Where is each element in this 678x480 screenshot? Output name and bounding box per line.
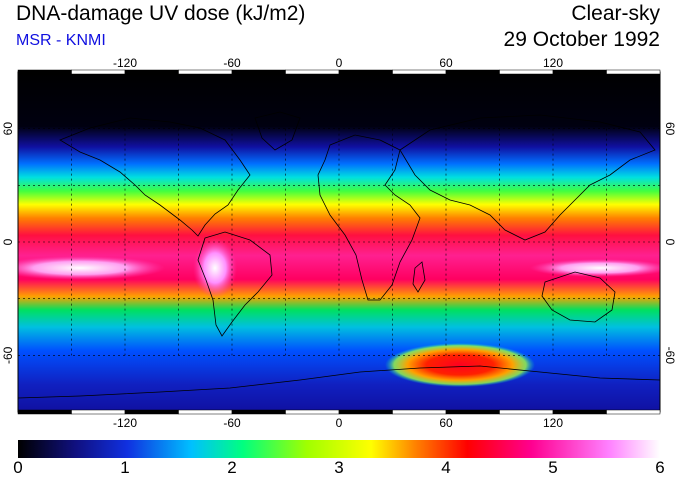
south-america-coast xyxy=(197,231,273,337)
antarctica-coast xyxy=(18,365,660,399)
lon-tick-label: 120 xyxy=(543,56,563,70)
lon-labels-bottom: -120 -60 0 60 120 xyxy=(113,416,563,430)
sky-condition: Clear-sky xyxy=(571,2,660,25)
colorbar-label: 4 xyxy=(441,458,451,477)
greenland-coast xyxy=(254,111,301,151)
frame-tick xyxy=(445,69,500,75)
north-america-coast xyxy=(59,117,251,237)
colorbar-label: 5 xyxy=(548,458,558,477)
lat-labels-left: 60 0 -60 xyxy=(1,122,15,364)
asia-coast xyxy=(399,114,656,241)
lon-labels-top: -120 -60 0 60 120 xyxy=(113,56,563,70)
frame-tick xyxy=(178,69,233,75)
frame-tick xyxy=(71,69,126,75)
frame-tick xyxy=(338,409,393,415)
frame-tick xyxy=(552,409,607,415)
frame-ticks xyxy=(17,69,661,415)
lon-tick-label: 0 xyxy=(336,416,343,430)
frame-tick xyxy=(392,69,447,75)
lat-tick-label-right: 60 xyxy=(663,122,677,136)
lon-tick-label: 60 xyxy=(439,56,453,70)
lat-tick-label: 0 xyxy=(1,238,15,245)
frame-tick xyxy=(606,69,661,75)
frame-tick xyxy=(445,409,500,415)
colorbar-label: 1 xyxy=(120,458,130,477)
map-source: MSR - KNMI xyxy=(16,32,106,49)
frame-tick xyxy=(124,409,179,415)
frame-tick xyxy=(499,69,554,75)
coastlines xyxy=(18,111,660,399)
lon-tick-label: -60 xyxy=(223,56,241,70)
frame-tick xyxy=(231,69,286,75)
frame-tick xyxy=(552,69,607,75)
europe-africa-coast xyxy=(317,134,421,301)
lat-tick-label: 60 xyxy=(1,122,15,136)
frame-tick xyxy=(499,409,554,415)
frame-tick xyxy=(124,69,179,75)
frame-tick xyxy=(392,409,447,415)
map-title: DNA-damage UV dose (kJ/m2) xyxy=(16,2,306,25)
frame-tick xyxy=(231,409,286,415)
lon-tick-label: 60 xyxy=(439,416,453,430)
map-date: 29 October 1992 xyxy=(503,28,660,51)
frame-tick xyxy=(178,409,233,415)
australia-coast xyxy=(541,271,616,323)
colorbar-label: 3 xyxy=(334,458,344,477)
frame-tick xyxy=(17,409,72,415)
frame-tick xyxy=(17,69,72,75)
frame-tick xyxy=(71,409,126,415)
frame-tick xyxy=(338,69,393,75)
colorbar-label: 2 xyxy=(227,458,237,477)
lat-tick-label: -60 xyxy=(1,346,15,364)
colorbar-label: 0 xyxy=(13,458,23,477)
lon-tick-label: 0 xyxy=(336,56,343,70)
frame-tick xyxy=(606,409,661,415)
lat-labels-right: 60 0 -60 xyxy=(663,122,677,364)
colorbar-label: 6 xyxy=(655,458,665,477)
lon-tick-label: -60 xyxy=(223,416,241,430)
frame-tick xyxy=(285,409,340,415)
lon-tick-label: -120 xyxy=(113,416,137,430)
frame-tick xyxy=(285,69,340,75)
lat-tick-label-right: -60 xyxy=(663,347,677,365)
lat-tick-label-right: 0 xyxy=(663,239,677,246)
lon-tick-label: 120 xyxy=(543,416,563,430)
colorbar xyxy=(18,440,660,458)
madagascar-coast xyxy=(412,261,426,293)
lon-tick-label: -120 xyxy=(113,56,137,70)
graticule xyxy=(18,128,660,356)
